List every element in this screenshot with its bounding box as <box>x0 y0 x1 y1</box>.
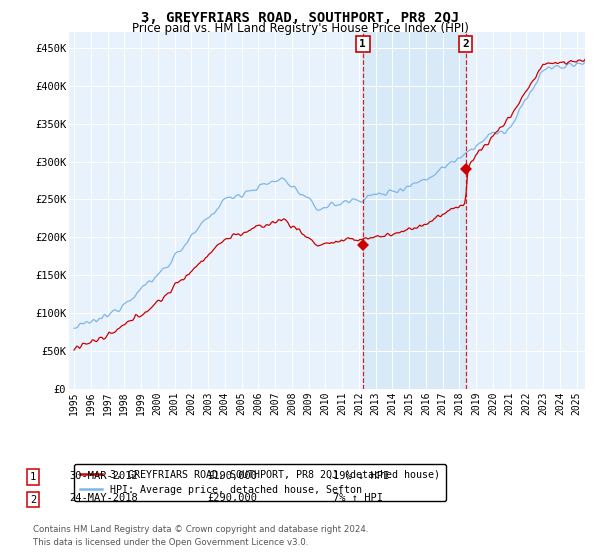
Text: 7% ↑ HPI: 7% ↑ HPI <box>333 493 383 503</box>
Text: 1: 1 <box>30 472 36 482</box>
Text: Price paid vs. HM Land Registry's House Price Index (HPI): Price paid vs. HM Land Registry's House … <box>131 22 469 35</box>
Text: £290,000: £290,000 <box>207 493 257 503</box>
Text: 3, GREYFRIARS ROAD, SOUTHPORT, PR8 2QJ: 3, GREYFRIARS ROAD, SOUTHPORT, PR8 2QJ <box>141 11 459 25</box>
Text: 1: 1 <box>359 39 366 49</box>
Text: 24-MAY-2018: 24-MAY-2018 <box>69 493 138 503</box>
Text: 19% ↓ HPI: 19% ↓ HPI <box>333 471 389 481</box>
Bar <box>363 32 466 389</box>
Text: £190,000: £190,000 <box>207 471 257 481</box>
Text: Contains HM Land Registry data © Crown copyright and database right 2024.
This d: Contains HM Land Registry data © Crown c… <box>33 525 368 547</box>
Text: 2: 2 <box>30 494 36 505</box>
Text: 2: 2 <box>463 39 469 49</box>
Text: 30-MAR-2012: 30-MAR-2012 <box>69 471 138 481</box>
Legend: 3, GREYFRIARS ROAD, SOUTHPORT, PR8 2QJ (detached house), HPI: Average price, det: 3, GREYFRIARS ROAD, SOUTHPORT, PR8 2QJ (… <box>74 464 446 501</box>
